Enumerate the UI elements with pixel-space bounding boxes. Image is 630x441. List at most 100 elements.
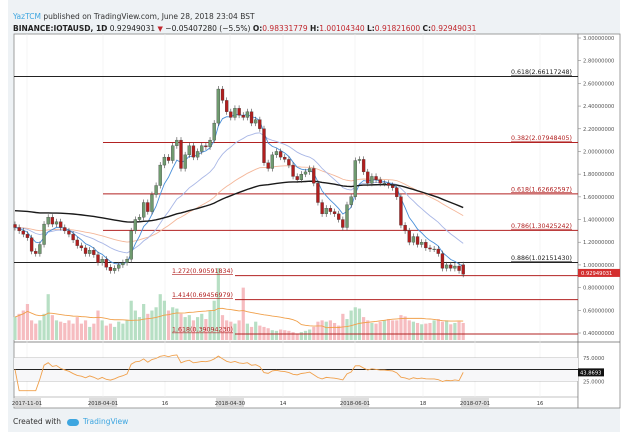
volume-bar [245,323,249,340]
volume-bar [108,323,113,340]
candle-body [83,247,88,254]
candle-body [133,219,138,232]
candle [341,216,345,231]
candle [50,214,54,228]
candle-body [204,145,208,148]
candle [200,142,204,155]
time-tick-highlight [13,398,41,407]
candle [424,239,428,251]
candle [133,216,138,234]
candle [245,108,250,121]
candle-body [440,253,445,269]
author-link[interactable]: YazTCM [13,12,41,21]
candle-body [411,236,416,243]
candle [386,180,391,189]
candle-body [17,227,21,232]
open-label: O: [252,24,263,33]
candle-body [370,176,374,184]
candle-body [403,225,407,232]
candle [146,199,150,215]
candle [29,234,34,255]
rsi-tick-label: 75.0000 [583,356,604,362]
candle-body [183,154,187,169]
volume-bar [54,320,59,340]
volume-bar [262,326,266,340]
volume-bar [59,321,63,340]
candle [457,263,461,274]
candle-body [287,159,291,166]
candle [262,125,266,166]
high-label: H: [310,24,320,33]
candle-body [449,264,453,269]
candle [42,221,46,248]
fib-level-label: 0.618(2.66117248) [511,69,572,76]
price-tick-label: 1.40000000 [583,218,614,224]
candle-body [241,115,245,118]
candle [208,137,212,150]
candle [54,218,59,228]
candle [274,148,279,158]
last-price: 0.92949031 [109,24,156,33]
volume-bar [453,322,457,340]
close-label: C: [422,24,432,33]
candle-body [307,168,312,173]
price-tick-label: 0.40000000 [583,331,614,337]
price-tick-label: 2.60000000 [583,81,614,87]
candle-body [237,108,241,116]
volume-bar [162,300,166,340]
volume-bar [175,308,179,340]
volume-bar [50,315,54,340]
candle [440,250,445,272]
candle-body [457,265,461,271]
volume-bar [420,324,424,340]
tradingview-link[interactable]: TradingView [82,417,129,426]
volume-bar [337,325,341,340]
candle-body [220,88,225,101]
volume-bar [104,325,108,340]
created-with-text: Created with [13,417,61,426]
candle-body [88,250,92,254]
candle-body [154,185,158,195]
candle [191,142,196,161]
volume-bar [137,317,142,340]
time-tick-label: 2018-04-30 [215,401,245,407]
volume-bar [249,326,254,340]
volume-bar [38,320,42,340]
volume-bar [258,325,262,340]
volume-bar [312,326,316,340]
candle-body [420,242,424,245]
volume-bar [13,317,17,340]
candle-body [75,239,79,246]
volume-bar [274,330,279,340]
time-tick-label: 2018-04-01 [88,401,118,407]
candle-body [295,176,299,180]
volume-bar [63,322,67,340]
volume-bar [225,320,229,340]
candle [162,154,167,169]
candle-body [216,88,221,124]
volume-bar [96,310,100,340]
candle-body [399,196,403,226]
candle-body [191,145,196,158]
volume-bar [42,313,46,340]
volume-bar [283,330,287,340]
rsi-line [14,354,464,392]
candle [154,182,158,198]
candle [299,171,304,183]
volume-bar [432,320,436,340]
volume-bar [46,294,50,340]
candle-body [38,244,42,254]
time-tick-highlight [89,398,117,407]
volume-bar [237,320,241,340]
candle [204,142,208,150]
candle [175,137,179,149]
candle [258,116,262,132]
candle-body [71,234,75,241]
candle-body [229,111,233,118]
volume-bar [125,320,129,340]
candle [395,184,399,200]
volume-bar [332,322,337,340]
candle-body [175,139,179,146]
volume-bar [142,304,146,340]
